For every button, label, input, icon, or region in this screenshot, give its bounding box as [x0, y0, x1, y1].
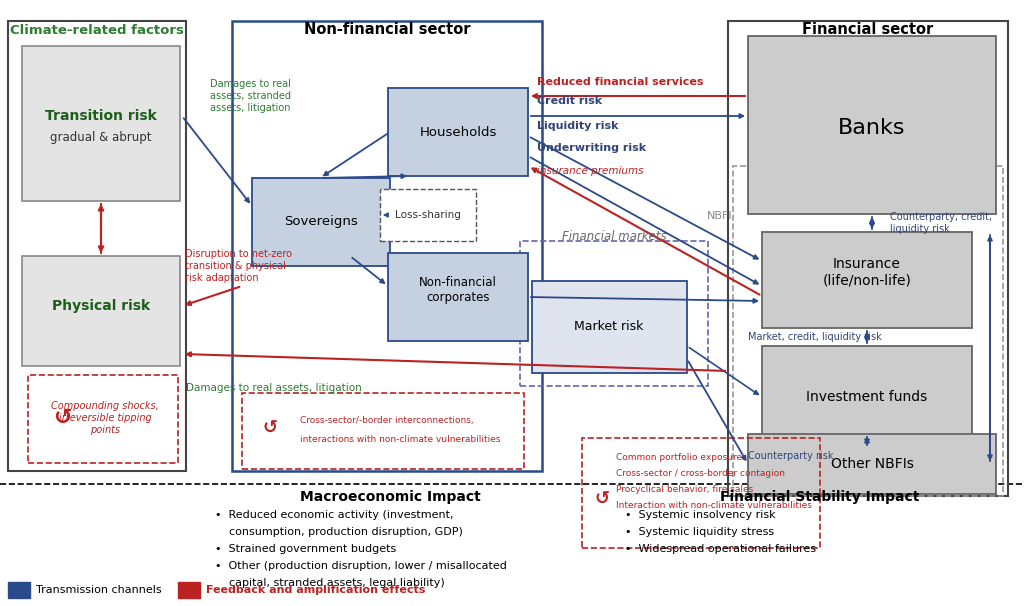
Text: consumption, production disruption, GDP): consumption, production disruption, GDP) [215, 527, 463, 537]
Bar [232, 21, 542, 471]
Text: ↺: ↺ [52, 408, 72, 428]
Text: Banks: Banks [839, 118, 906, 138]
Text: Damages to real
assets, stranded
assets, litigation: Damages to real assets, stranded assets,… [210, 79, 291, 113]
Text: Cross-sector/-border interconnections,: Cross-sector/-border interconnections, [300, 416, 474, 425]
Text: ↺: ↺ [594, 490, 609, 508]
Bar [532, 281, 687, 373]
Text: Households: Households [419, 125, 497, 139]
Bar [748, 36, 996, 214]
Text: Compounding shocks,
irreversible tipping
points: Compounding shocks, irreversible tipping… [51, 401, 159, 435]
Text: Loss-sharing: Loss-sharing [395, 210, 461, 220]
Text: •  Strained government budgets: • Strained government budgets [215, 544, 396, 554]
Text: Cross-sector / cross-border contagion: Cross-sector / cross-border contagion [616, 470, 785, 479]
Text: ↺: ↺ [262, 419, 278, 437]
Bar [748, 434, 996, 494]
Bar [178, 582, 200, 598]
Text: interactions with non-climate vulnerabilities: interactions with non-climate vulnerabil… [300, 436, 501, 444]
Text: Market risk: Market risk [574, 321, 644, 333]
Text: Non-financial sector: Non-financial sector [304, 22, 470, 38]
Bar [733, 166, 1002, 496]
Bar [762, 346, 972, 448]
Text: Procyclical behavior, fire sales: Procyclical behavior, fire sales [616, 485, 754, 493]
Text: Financial Stability Impact: Financial Stability Impact [720, 490, 920, 504]
Text: Interaction with non-climate vulnerabilities: Interaction with non-climate vulnerabili… [616, 501, 812, 510]
Text: Market, credit, liquidity risk: Market, credit, liquidity risk [748, 332, 882, 342]
Bar [388, 253, 528, 341]
Text: Damages to real assets, litigation: Damages to real assets, litigation [186, 383, 361, 393]
Text: Insurance
(life/non-life): Insurance (life/non-life) [822, 257, 911, 287]
Text: Counterparty risk: Counterparty risk [748, 451, 834, 461]
Text: Investment funds: Investment funds [806, 390, 928, 404]
Text: Disruption to net-zero
transition & physical
risk adaptation: Disruption to net-zero transition & phys… [185, 250, 292, 282]
Text: Financial markets: Financial markets [562, 230, 667, 242]
Bar [728, 21, 1008, 496]
Text: Liquidity risk: Liquidity risk [537, 121, 618, 131]
Bar [8, 21, 186, 471]
Text: •  Systemic insolvency risk: • Systemic insolvency risk [625, 510, 775, 520]
Bar [252, 178, 390, 266]
Text: Credit risk: Credit risk [537, 96, 602, 106]
Text: Physical risk: Physical risk [52, 299, 151, 313]
Text: •  Systemic liquidity stress: • Systemic liquidity stress [625, 527, 774, 537]
Text: Transmission channels: Transmission channels [36, 585, 162, 595]
Bar [582, 438, 820, 548]
Text: Sovereigns: Sovereigns [284, 216, 357, 228]
Bar [22, 46, 180, 201]
Text: Non-financial
corporates: Non-financial corporates [419, 276, 497, 304]
Bar [380, 189, 476, 241]
Bar [520, 241, 708, 386]
Text: insurance premiums: insurance premiums [537, 166, 643, 176]
Text: gradual & abrupt: gradual & abrupt [50, 132, 152, 144]
Text: Counterparty, credit,
liquidity risk: Counterparty, credit, liquidity risk [890, 212, 992, 234]
Text: Underwriting risk: Underwriting risk [537, 143, 646, 153]
Text: Feedback and amplification effects: Feedback and amplification effects [206, 585, 425, 595]
Bar [388, 88, 528, 176]
Text: •  Widespread operational failures: • Widespread operational failures [625, 544, 816, 554]
Text: Common portfolio exposures: Common portfolio exposures [616, 453, 746, 462]
Bar [762, 232, 972, 328]
Text: Other NBFIs: Other NBFIs [830, 457, 913, 471]
Text: Climate-related factors: Climate-related factors [10, 24, 184, 36]
Text: Financial sector: Financial sector [803, 22, 934, 38]
Text: Transition risk: Transition risk [45, 109, 157, 123]
Text: •  Reduced economic activity (investment,: • Reduced economic activity (investment, [215, 510, 454, 520]
Bar [8, 582, 30, 598]
Text: capital, stranded assets, legal liability): capital, stranded assets, legal liabilit… [215, 578, 444, 588]
Bar [22, 256, 180, 366]
Text: Reduced financial services: Reduced financial services [537, 77, 703, 87]
Text: Macroeconomic Impact: Macroeconomic Impact [300, 490, 480, 504]
Text: NBFI: NBFI [708, 211, 733, 221]
Text: •  Other (production disruption, lower / misallocated: • Other (production disruption, lower / … [215, 561, 507, 571]
Bar [242, 393, 524, 469]
Bar [28, 375, 178, 463]
